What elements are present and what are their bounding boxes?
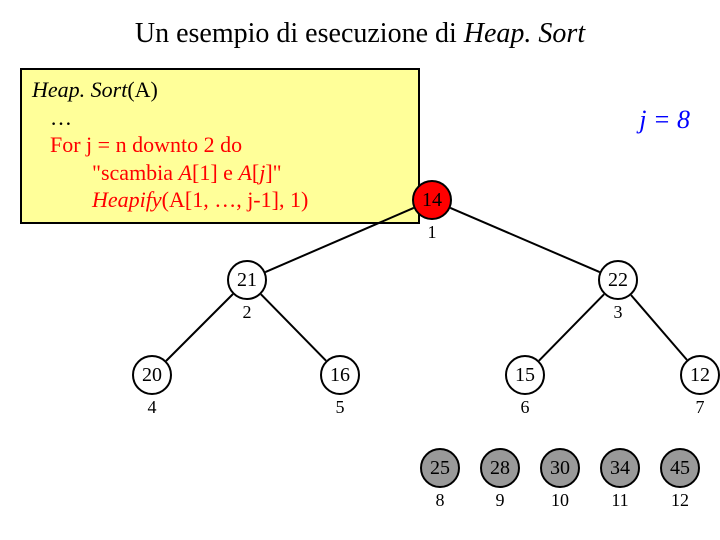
tree-node: 15 [505,355,545,395]
code-dots: … [32,104,72,132]
tree-edge [261,294,326,360]
j-label: j = 8 [639,105,690,135]
tree-node: 20 [132,355,172,395]
tree-node-index: 10 [551,490,569,511]
tree-edge [265,208,413,272]
title-algo: Heap. Sort [464,18,585,49]
tree-node: 14 [412,180,452,220]
code-line-2: … [32,104,408,132]
tree-node: 22 [598,260,638,300]
tree-node-index: 12 [671,490,689,511]
tree-node: 28 [480,448,520,488]
tree-node-index: 9 [496,490,505,511]
tree-node: 21 [227,260,267,300]
tree-node-index: 2 [243,302,252,323]
tree-edge [539,294,604,360]
tree-node: 30 [540,448,580,488]
tree-edge [166,294,233,361]
code-line-3: For j = n downto 2 do [32,131,408,159]
tree-edge [450,208,599,272]
tree-node-index: 7 [696,397,705,418]
tree-node: 45 [660,448,700,488]
j-value: 8 [677,105,690,134]
title-prefix: Un esempio di esecuzione di [135,18,464,49]
tree-node: 34 [600,448,640,488]
code-for: For j = n downto 2 do [50,132,242,157]
tree-node: 12 [680,355,720,395]
code-call: Heap. Sort [32,77,127,102]
tree-node-index: 1 [428,222,437,243]
tree-node-index: 11 [611,490,628,511]
code-arg: (A) [127,77,158,102]
tree-node-index: 3 [614,302,623,323]
tree-node-index: 6 [521,397,530,418]
tree-node-index: 5 [336,397,345,418]
tree-node: 16 [320,355,360,395]
page-title: Un esempio di esecuzione di Heap. Sort [0,18,720,50]
heap-tree: 141212223204165156127258289301034114512 [0,170,720,530]
tree-node: 25 [420,448,460,488]
tree-node-index: 8 [436,490,445,511]
code-line-1: Heap. Sort(A) [32,76,408,104]
j-text: j = [639,105,677,134]
tree-node-index: 4 [148,397,157,418]
tree-edge [631,295,687,360]
